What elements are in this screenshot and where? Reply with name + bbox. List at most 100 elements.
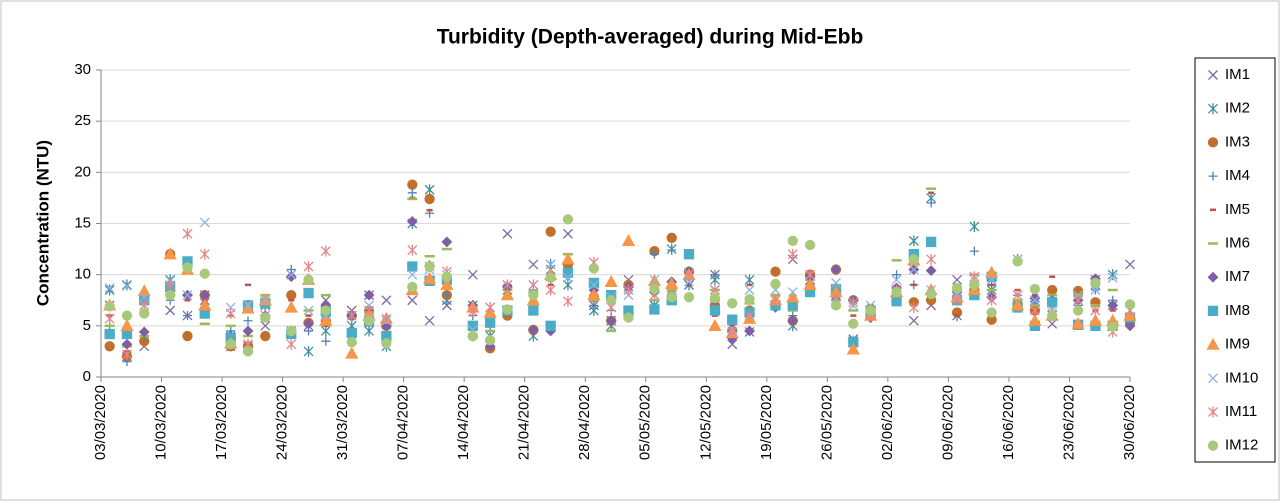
data-point bbox=[303, 318, 314, 330]
data-point bbox=[649, 274, 660, 285]
data-point bbox=[346, 310, 357, 322]
data-point bbox=[1047, 318, 1058, 329]
data-point bbox=[727, 298, 738, 309]
data-point bbox=[926, 253, 937, 265]
data-point bbox=[121, 310, 133, 321]
x-tick-label: 05/05/2020 bbox=[637, 385, 654, 460]
data-point bbox=[1124, 299, 1136, 310]
data-point bbox=[286, 289, 297, 301]
data-point bbox=[284, 300, 298, 313]
data-point bbox=[666, 292, 677, 303]
x-tick-label: 10/03/2020 bbox=[152, 385, 169, 460]
data-point bbox=[1047, 310, 1058, 321]
y-tick-label: 15 bbox=[74, 214, 91, 231]
data-point bbox=[830, 264, 842, 275]
data-point bbox=[422, 271, 437, 284]
data-point bbox=[562, 279, 573, 291]
data-point bbox=[604, 274, 618, 287]
x-tick-label: 17/03/2020 bbox=[213, 385, 230, 460]
data-point bbox=[1125, 259, 1135, 270]
data-point bbox=[744, 310, 755, 322]
data-point bbox=[182, 262, 193, 273]
y-axis-label: Concentration (NTU) bbox=[33, 140, 52, 306]
y-tick-label: 10 bbox=[74, 266, 91, 283]
data-point bbox=[120, 318, 134, 331]
data-point bbox=[545, 259, 556, 270]
data-point bbox=[165, 305, 176, 316]
data-point bbox=[1047, 297, 1058, 308]
x-tick-label: 23/06/2020 bbox=[1060, 385, 1077, 460]
data-point bbox=[104, 313, 115, 325]
legend-label: IM11 bbox=[1225, 403, 1257, 420]
data-point bbox=[363, 289, 375, 301]
data-point bbox=[407, 261, 418, 272]
data-point bbox=[787, 287, 798, 298]
data-point bbox=[561, 252, 575, 265]
data-point bbox=[321, 336, 331, 346]
data-point bbox=[665, 277, 679, 290]
data-point bbox=[587, 288, 601, 301]
data-point bbox=[683, 249, 695, 260]
data-point bbox=[770, 266, 781, 277]
x-tick-label: 16/06/2020 bbox=[1000, 385, 1017, 460]
data-point bbox=[588, 277, 600, 289]
data-point bbox=[908, 264, 919, 275]
data-point bbox=[260, 312, 271, 323]
data-point bbox=[363, 315, 375, 326]
data-point bbox=[320, 245, 331, 257]
data-point bbox=[364, 304, 375, 316]
data-point bbox=[139, 292, 150, 303]
data-point bbox=[562, 214, 574, 225]
data-point bbox=[710, 270, 720, 280]
data-point bbox=[683, 292, 695, 303]
data-point bbox=[562, 272, 573, 283]
legend-label: IM1 bbox=[1225, 66, 1250, 83]
legend-marker bbox=[1208, 406, 1218, 418]
data-point bbox=[952, 274, 963, 285]
data-point bbox=[623, 305, 634, 316]
data-point bbox=[804, 239, 816, 251]
data-point bbox=[562, 295, 573, 307]
data-point bbox=[137, 284, 151, 297]
data-point bbox=[424, 193, 435, 205]
data-point bbox=[1073, 294, 1084, 306]
data-point bbox=[1090, 304, 1101, 316]
data-point bbox=[243, 316, 253, 326]
data-point bbox=[727, 314, 738, 325]
data-point bbox=[243, 300, 253, 311]
data-point bbox=[1107, 272, 1118, 283]
data-point bbox=[925, 236, 937, 248]
data-point bbox=[303, 287, 314, 299]
data-point bbox=[786, 290, 800, 303]
data-point bbox=[925, 288, 937, 300]
data-point bbox=[951, 282, 963, 294]
data-point bbox=[666, 232, 677, 243]
x-tick-label: 07/04/2020 bbox=[395, 385, 412, 460]
legend-marker bbox=[1208, 103, 1218, 115]
data-point bbox=[286, 269, 297, 280]
data-point bbox=[104, 341, 115, 352]
data-point bbox=[787, 315, 799, 327]
data-point bbox=[1071, 316, 1085, 329]
legend-label: IM3 bbox=[1225, 133, 1250, 150]
data-point bbox=[744, 274, 755, 286]
data-point bbox=[346, 327, 357, 339]
data-point bbox=[381, 330, 392, 342]
data-point bbox=[165, 289, 176, 301]
data-point bbox=[407, 269, 418, 280]
data-point bbox=[605, 315, 617, 327]
data-point bbox=[803, 278, 817, 291]
data-point bbox=[467, 306, 478, 318]
data-point bbox=[831, 277, 841, 288]
data-point bbox=[182, 311, 192, 321]
data-point bbox=[891, 296, 902, 307]
data-point bbox=[199, 268, 210, 279]
data-point bbox=[1107, 299, 1119, 311]
data-point bbox=[770, 294, 781, 306]
data-point bbox=[545, 284, 556, 296]
data-point bbox=[744, 285, 755, 295]
data-point bbox=[320, 305, 331, 316]
data-point bbox=[1107, 321, 1118, 332]
legend-marker bbox=[1207, 305, 1219, 317]
data-point bbox=[787, 248, 798, 260]
